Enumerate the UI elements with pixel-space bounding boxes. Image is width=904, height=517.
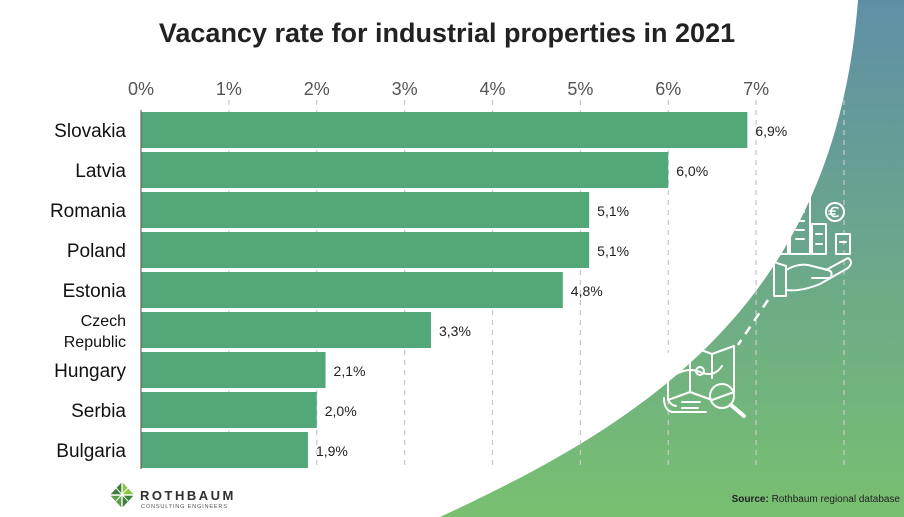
bar-hungary xyxy=(141,352,326,388)
y-tick-label: Romania xyxy=(50,201,126,222)
data-label: 1,9% xyxy=(316,443,348,459)
data-label: 6,0% xyxy=(676,163,708,179)
x-tick-label: 2% xyxy=(304,79,330,99)
brand-name: ROTHBAUM xyxy=(140,488,236,503)
y-axis: Slovakia Latvia Romania Poland Estonia Czech R… xyxy=(50,121,127,462)
building-hand-icon xyxy=(773,193,852,297)
y-tick-label: Estonia xyxy=(63,281,127,302)
y-tick-label: Serbia xyxy=(71,401,126,422)
y-tick-label: Hungary xyxy=(54,361,126,382)
data-label: 6,9% xyxy=(755,123,787,139)
rothbaum-logo xyxy=(110,482,134,508)
x-tick-label: 5% xyxy=(567,79,593,99)
bar-poland xyxy=(141,232,590,268)
bar-serbia xyxy=(141,392,317,428)
x-tick-label: 0% xyxy=(128,79,154,99)
y-tick-label: Latvia xyxy=(75,161,126,182)
data-label: 5,1% xyxy=(597,243,629,259)
map-search-icon xyxy=(663,345,746,418)
data-label: 4,8% xyxy=(571,283,603,299)
y-tick-label: Slovakia xyxy=(54,121,126,142)
data-label: 5,1% xyxy=(597,203,629,219)
bar-czech-republic xyxy=(141,312,431,348)
x-tick-label: 4% xyxy=(479,79,505,99)
brand-subtitle: CONSULTING ENGINEERS xyxy=(141,504,228,510)
data-labels: 6,9% 6,0% 5,1% 5,1% 4,8% 3,3% 2,1% 2,0% 1,9% xyxy=(316,123,787,459)
decorative-arc xyxy=(440,0,904,517)
x-axis: 0% 1% 2% 3% 4% 5% 6% 7% xyxy=(128,79,769,99)
y-tick-label: Poland xyxy=(67,241,126,262)
y-tick-label: Czech xyxy=(81,313,126,330)
y-tick-label: Bulgaria xyxy=(56,441,126,462)
source-label: Source: xyxy=(732,494,769,505)
bar-slovakia xyxy=(141,112,748,148)
x-tick-label: 3% xyxy=(392,79,418,99)
y-tick-label: Republic xyxy=(64,334,126,351)
bar-bulgaria xyxy=(141,432,308,468)
data-label: 3,3% xyxy=(439,323,471,339)
data-label: 2,1% xyxy=(334,363,366,379)
source-note: Source: Rothbaum regional database xyxy=(732,494,901,505)
x-tick-label: 7% xyxy=(743,79,769,99)
bar-romania xyxy=(141,192,590,228)
x-tick-label: 1% xyxy=(216,79,242,99)
source-text: Rothbaum regional database xyxy=(769,494,901,505)
bar-series xyxy=(141,112,748,468)
chart-title: Vacancy rate for industrial properties i… xyxy=(159,18,735,48)
bar-estonia xyxy=(141,272,563,308)
data-label: 2,0% xyxy=(325,403,357,419)
bar-latvia xyxy=(141,152,669,188)
x-tick-label: 6% xyxy=(655,79,681,99)
